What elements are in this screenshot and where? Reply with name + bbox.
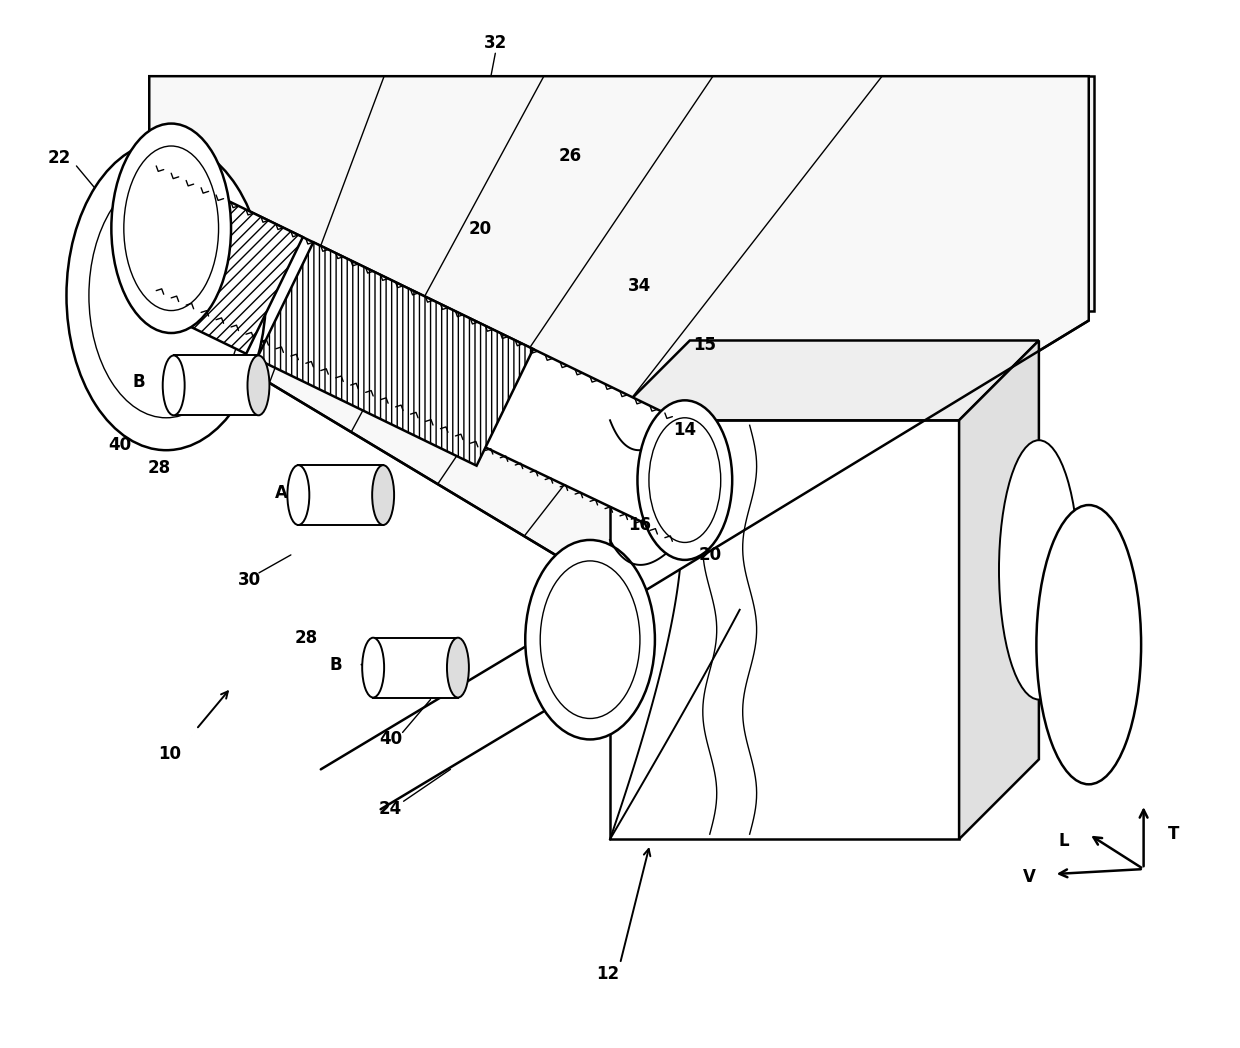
Text: 28: 28 [294,629,317,647]
Text: A: A [274,484,288,502]
Ellipse shape [372,465,394,525]
Text: 34: 34 [629,277,651,294]
Text: 10: 10 [157,745,181,763]
Text: T: T [1168,825,1179,844]
Ellipse shape [248,355,269,415]
Text: 40: 40 [379,730,402,748]
Polygon shape [156,166,680,540]
Ellipse shape [637,400,732,560]
Polygon shape [149,77,1094,310]
Polygon shape [299,465,383,525]
Polygon shape [373,637,458,698]
Ellipse shape [162,355,185,415]
Ellipse shape [288,465,309,525]
Ellipse shape [112,124,231,333]
Text: 16: 16 [629,516,651,534]
Text: 28: 28 [148,459,171,477]
Text: 24: 24 [379,801,402,818]
Text: 22: 22 [48,149,71,167]
Text: B: B [133,373,145,391]
Text: 15: 15 [693,336,717,354]
Ellipse shape [526,540,655,740]
Polygon shape [610,341,1039,420]
Text: 14: 14 [673,421,697,439]
Text: B: B [330,656,342,674]
Text: 30: 30 [237,571,260,589]
Polygon shape [610,420,959,839]
Polygon shape [149,77,1089,599]
Text: 26: 26 [558,147,582,165]
Text: V: V [1023,868,1035,886]
Ellipse shape [362,637,384,698]
Text: 20: 20 [698,546,722,564]
Polygon shape [959,341,1039,839]
Ellipse shape [999,440,1079,699]
Polygon shape [125,178,303,354]
Polygon shape [174,355,258,415]
Ellipse shape [1037,505,1141,784]
Polygon shape [257,242,533,465]
Text: 20: 20 [469,220,492,238]
Ellipse shape [446,637,469,698]
Ellipse shape [67,141,265,451]
Text: 40: 40 [108,436,131,454]
Text: 32: 32 [484,35,507,52]
Text: 12: 12 [596,965,620,983]
Text: L: L [1059,832,1069,850]
